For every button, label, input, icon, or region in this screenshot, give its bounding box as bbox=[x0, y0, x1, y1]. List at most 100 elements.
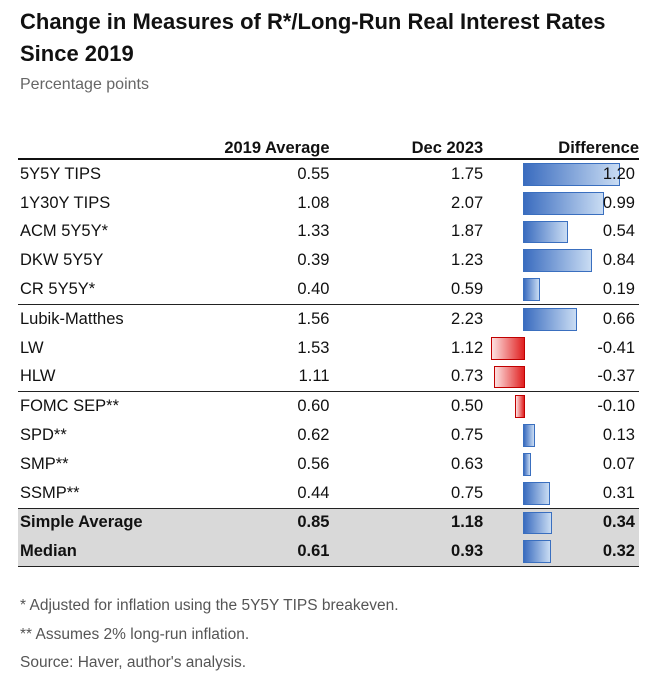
value-dec-2023: 0.63 bbox=[451, 454, 484, 473]
difference-bar bbox=[523, 220, 568, 244]
difference-cell: 0.31 bbox=[483, 479, 639, 508]
difference-cell: 0.99 bbox=[483, 189, 639, 218]
value-dec-2023: 1.75 bbox=[451, 164, 484, 183]
value-2019-average: 1.53 bbox=[297, 338, 330, 357]
difference-bar bbox=[523, 481, 550, 505]
difference-value: -0.41 bbox=[597, 338, 635, 357]
difference-value: 0.99 bbox=[602, 193, 635, 212]
difference-cell: 0.84 bbox=[483, 246, 639, 275]
value-dec-2023: 1.23 bbox=[451, 251, 484, 270]
difference-value: 0.54 bbox=[602, 222, 635, 241]
difference-bar bbox=[515, 395, 526, 419]
column-header-dec-2023: Dec 2023 bbox=[329, 133, 484, 160]
table-row: Lubik-Matthes 1.56 2.23 0.66 bbox=[18, 303, 639, 334]
footnote-inflation-adjustment: * Adjusted for inflation using the 5Y5Y … bbox=[20, 597, 399, 614]
difference-value: 0.13 bbox=[602, 426, 635, 445]
data-table: 2019 Average Dec 2023 Difference 5Y5Y TI… bbox=[18, 133, 639, 568]
row-label: ACM 5Y5Y* bbox=[20, 222, 109, 241]
row-label: DKW 5Y5Y bbox=[20, 251, 104, 270]
table-row: DKW 5Y5Y 0.39 1.23 0.84 bbox=[18, 246, 639, 275]
row-label: LW bbox=[20, 338, 44, 357]
difference-cell: 0.19 bbox=[483, 275, 639, 304]
difference-value: 0.84 bbox=[602, 251, 635, 270]
value-2019-average: 1.08 bbox=[297, 193, 330, 212]
difference-value: 0.32 bbox=[602, 542, 635, 561]
value-2019-average: 0.44 bbox=[297, 483, 330, 502]
difference-value: 0.66 bbox=[602, 309, 635, 328]
difference-bar bbox=[490, 336, 526, 360]
value-2019-average: 0.61 bbox=[189, 537, 330, 568]
value-dec-2023: 0.59 bbox=[451, 280, 484, 299]
difference-value: 0.34 bbox=[602, 513, 635, 532]
row-label: CR 5Y5Y* bbox=[20, 280, 96, 299]
value-2019-average: 0.60 bbox=[189, 391, 330, 422]
difference-cell: 0.13 bbox=[483, 421, 639, 450]
difference-value: 1.20 bbox=[602, 164, 635, 183]
difference-bar bbox=[523, 540, 551, 564]
row-label: Median bbox=[18, 537, 190, 568]
column-header-difference: Difference bbox=[483, 133, 639, 160]
footnote-source: Source: Haver, author's analysis. bbox=[20, 654, 247, 671]
table-row: ACM 5Y5Y* 1.33 1.87 0.54 bbox=[18, 218, 639, 247]
difference-bar bbox=[523, 511, 553, 535]
difference-cell: 0.54 bbox=[483, 218, 639, 247]
difference-value: -0.37 bbox=[597, 367, 635, 386]
difference-cell: 0.66 bbox=[483, 303, 639, 334]
value-dec-2023: 1.18 bbox=[329, 507, 484, 538]
summary-row: Median 0.61 0.93 0.32 bbox=[18, 537, 639, 568]
difference-cell: 0.07 bbox=[483, 450, 639, 479]
table-row: HLW 1.11 0.73 -0.37 bbox=[18, 363, 639, 392]
table-row: CR 5Y5Y* 0.40 0.59 0.19 bbox=[18, 275, 639, 304]
row-label: SSMP** bbox=[20, 483, 80, 502]
value-dec-2023: 0.73 bbox=[451, 367, 484, 386]
difference-bar bbox=[523, 278, 541, 301]
table-body: 5Y5Y TIPS 0.55 1.75 1.20 1Y30Y TIPS 1.08 2.07 0… bbox=[18, 159, 639, 568]
row-label: SMP** bbox=[20, 454, 69, 473]
table-row: 1Y30Y TIPS 1.08 2.07 0.99 bbox=[18, 189, 639, 218]
value-2019-average: 1.56 bbox=[189, 303, 330, 334]
difference-cell: -0.41 bbox=[483, 334, 639, 363]
difference-value: 0.31 bbox=[602, 483, 635, 502]
value-dec-2023: 0.50 bbox=[329, 391, 484, 422]
difference-value: -0.10 bbox=[597, 397, 635, 416]
value-2019-average: 1.33 bbox=[297, 222, 330, 241]
column-header-label bbox=[18, 133, 190, 160]
value-2019-average: 0.40 bbox=[297, 280, 330, 299]
table-row: SPD** 0.62 0.75 0.13 bbox=[18, 421, 639, 450]
row-label: 5Y5Y TIPS bbox=[20, 164, 102, 183]
difference-bar bbox=[523, 424, 536, 447]
value-2019-average: 0.55 bbox=[297, 164, 330, 183]
value-dec-2023: 1.12 bbox=[451, 338, 484, 357]
column-header-2019-average: 2019 Average bbox=[189, 133, 330, 160]
value-2019-average: 0.56 bbox=[297, 454, 330, 473]
difference-value: 0.07 bbox=[602, 454, 635, 473]
value-2019-average: 0.85 bbox=[189, 507, 330, 538]
value-dec-2023: 1.87 bbox=[451, 222, 484, 241]
difference-bar bbox=[493, 365, 526, 389]
difference-bar bbox=[523, 163, 621, 186]
difference-bar bbox=[523, 307, 578, 331]
value-2019-average: 0.62 bbox=[297, 426, 330, 445]
row-label: Simple Average bbox=[18, 507, 190, 538]
value-dec-2023: 2.07 bbox=[451, 193, 484, 212]
value-dec-2023: 0.75 bbox=[451, 426, 484, 445]
value-dec-2023: 0.75 bbox=[451, 483, 484, 502]
footnotes: * Adjusted for inflation using the 5Y5Y … bbox=[20, 592, 399, 678]
difference-bar bbox=[523, 249, 592, 273]
header-row: 2019 Average Dec 2023 Difference bbox=[18, 133, 639, 160]
difference-cell: 1.20 bbox=[483, 159, 639, 189]
summary-row: Simple Average 0.85 1.18 0.34 bbox=[18, 507, 639, 538]
value-dec-2023: 0.93 bbox=[329, 537, 484, 568]
difference-bar bbox=[523, 191, 604, 215]
row-label: 1Y30Y TIPS bbox=[20, 193, 111, 212]
value-2019-average: 1.11 bbox=[298, 367, 330, 386]
chart-title: Change in Measures of R*/Long-Run Real I… bbox=[20, 9, 606, 66]
row-label: Lubik-Matthes bbox=[18, 303, 190, 334]
difference-cell: -0.37 bbox=[483, 363, 639, 392]
row-label: HLW bbox=[20, 367, 56, 386]
difference-value: 0.19 bbox=[602, 280, 635, 299]
row-label: SPD** bbox=[20, 426, 67, 445]
table-row: FOMC SEP** 0.60 0.50 -0.10 bbox=[18, 391, 639, 422]
table-row: 5Y5Y TIPS 0.55 1.75 1.20 bbox=[18, 159, 639, 189]
row-label: FOMC SEP** bbox=[18, 391, 190, 422]
